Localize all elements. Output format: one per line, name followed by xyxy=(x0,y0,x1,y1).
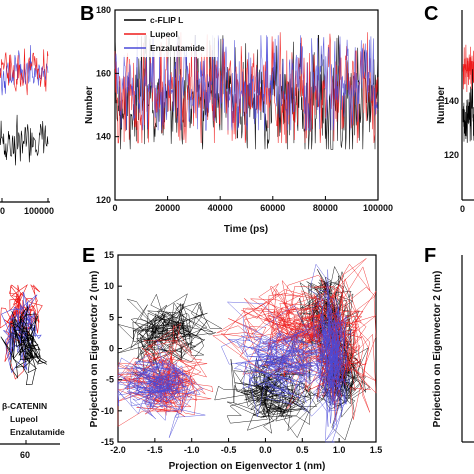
panel-d-legend-label: Enzalutamide xyxy=(10,427,65,437)
partial-trace-red xyxy=(462,44,474,93)
y-tick-label: 5 xyxy=(109,312,114,322)
panel-c-y-axis-label: Number xyxy=(436,86,447,124)
y-tick-label: 15 xyxy=(104,250,114,260)
x-tick-label: -0.5 xyxy=(221,445,237,455)
panel-d-legend-label: Lupeol xyxy=(10,414,38,424)
panel-b-axes: 0 20000 40000 60000 80000 100000 120 140 160 180 xyxy=(96,5,393,213)
panel-e-trajectories xyxy=(117,258,377,443)
panel-b-letter: B xyxy=(80,3,94,25)
panel-c-y-tick-label: 120 xyxy=(444,150,459,160)
panel-b-legend: c-FLIP L Lupeol Enzalutamide xyxy=(120,13,218,57)
y-tick-label: -15 xyxy=(101,437,114,447)
panel-b-plot-frame xyxy=(114,9,379,201)
series-line-enzalutamide xyxy=(114,35,379,131)
y-tick-label: 160 xyxy=(96,68,111,78)
panel-e-x-axis-label: Projection on Eigenvector 1 (nm) xyxy=(169,461,326,472)
y-tick-label: 10 xyxy=(104,281,114,291)
x-tick-label: -1.5 xyxy=(147,445,163,455)
y-tick-label: -5 xyxy=(106,375,114,385)
panel-b-y-axis-label: Number xyxy=(84,86,95,124)
x-tick-label: -2.0 xyxy=(110,445,126,455)
x-tick-label: -1.0 xyxy=(184,445,200,455)
panel-a-traces xyxy=(0,45,49,166)
trajectory-enzalutamide xyxy=(309,263,352,443)
panel-e-axes: -2.0 -1.5 -1.0 -0.5 0.0 0.5 1.0 1.5 -15 -10 -5 0 5 10… xyxy=(101,250,382,455)
partial-trace-black xyxy=(0,114,49,166)
panel-b-x-axis-label: Time (ps) xyxy=(224,224,268,235)
legend-label: c-FLIP L xyxy=(150,15,183,25)
trajectory-enzalutamide xyxy=(117,340,206,438)
panel-b-series-lines xyxy=(114,32,379,150)
panel-f-letter: F xyxy=(424,245,436,267)
x-tick-label: 20000 xyxy=(155,203,180,213)
panel-d-x-tick-label: 60 xyxy=(20,450,30,460)
panel-d-traces xyxy=(0,284,48,386)
x-tick-label: 100000 xyxy=(363,203,393,213)
x-tick-label: 0.5 xyxy=(296,445,309,455)
panel-d: β-CATENIN Lupeol Enzalutamide 60 xyxy=(0,284,65,460)
panel-a-x-tick-first: 0 xyxy=(0,206,5,216)
x-tick-label: 60000 xyxy=(260,203,285,213)
panel-e: E -2.0 -1.5 -1.0 -0.5 0.0 0.5 1.0 1.5 -15 -10 -5 0 5… xyxy=(82,245,382,472)
y-tick-label: -10 xyxy=(101,406,114,416)
panel-c: C Number 140 120 0 xyxy=(424,3,474,214)
panel-a: 0 100000 xyxy=(0,45,54,216)
trajectory-enzalutamide xyxy=(220,301,348,417)
panel-c-letter: C xyxy=(424,3,438,25)
panel-f-y-axis-label: Projection on Eigenvector 2 (nm) xyxy=(432,271,443,428)
panel-c-y-tick-label: 140 xyxy=(444,96,459,106)
panel-d-legend-label: β-CATENIN xyxy=(2,401,47,411)
legend-label: Enzalutamide xyxy=(150,43,205,53)
x-tick-label: 1.0 xyxy=(333,445,346,455)
panel-e-letter: E xyxy=(82,245,95,267)
panel-e-y-axis-label: Projection on Eigenvector 2 (nm) xyxy=(89,271,100,428)
legend-label: Lupeol xyxy=(150,29,178,39)
x-tick-label: 0 xyxy=(112,203,117,213)
partial-trace-red xyxy=(0,48,49,96)
panel-c-traces xyxy=(462,44,474,143)
partial-trace-black xyxy=(462,69,474,143)
panel-c-x-tick-label: 0 xyxy=(460,204,465,214)
x-tick-label: 80000 xyxy=(313,203,338,213)
y-tick-label: 0 xyxy=(109,344,114,354)
x-tick-label: 1.5 xyxy=(370,445,383,455)
panel-a-x-tick-last: 100000 xyxy=(24,206,54,216)
y-tick-label: 180 xyxy=(96,5,111,15)
y-tick-label: 120 xyxy=(96,195,111,205)
x-tick-label: 0.0 xyxy=(259,445,272,455)
y-tick-label: 140 xyxy=(96,132,111,142)
x-tick-label: 40000 xyxy=(208,203,233,213)
panel-b: B 0 20000 40000 60000 80000 100000 120 140 160 18… xyxy=(80,3,393,235)
panel-f: F Projection on Eigenvector 2 (nm) xyxy=(424,245,474,443)
partial-trajectory xyxy=(0,306,48,386)
